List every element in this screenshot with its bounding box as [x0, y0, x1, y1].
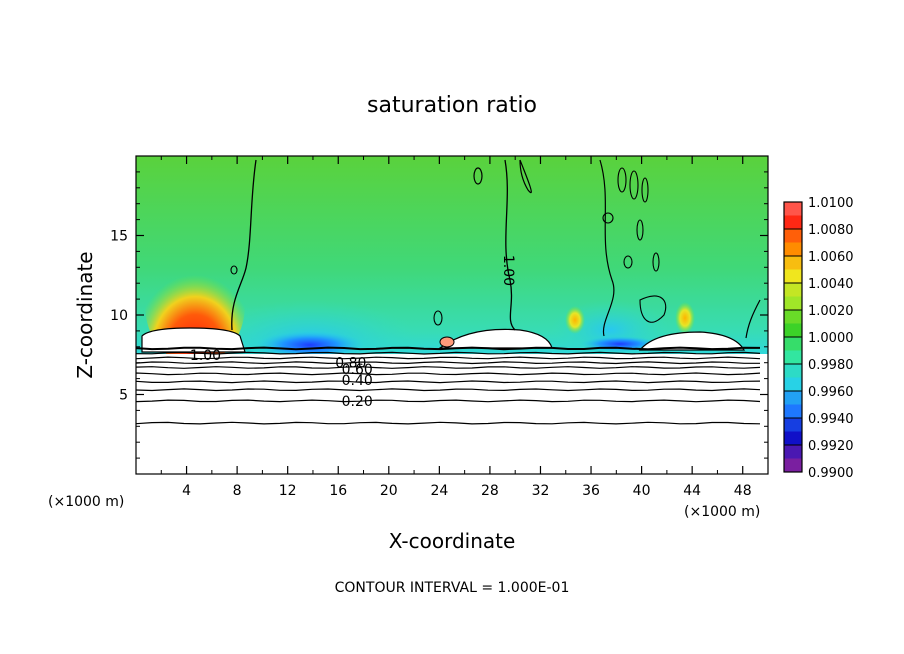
contour-line [136, 356, 761, 360]
colorbar-label: 0.9940 [808, 412, 854, 427]
contour-closed-1 [519, 159, 532, 194]
colorbar-label: 1.0020 [808, 304, 854, 319]
x-tick-label: 12 [279, 483, 297, 499]
x-tick-label: 28 [481, 483, 499, 499]
contour-labels: 1.00 0.800.600.40 0.20 1.00 [190, 255, 516, 410]
contour-line [136, 346, 761, 351]
x-tick-label: 4 [182, 483, 191, 499]
y-tick-label: 5 [119, 388, 128, 404]
y-axis-label: Z-coordinate [73, 251, 97, 378]
cloud-region-4 [439, 336, 455, 348]
contour-line [136, 366, 761, 369]
contour-line [136, 361, 760, 365]
contour-line [136, 380, 761, 384]
colorbar-blend [784, 445, 802, 459]
cloud-region-3 [638, 331, 746, 351]
colorbar-label: 0.9920 [808, 439, 854, 454]
contour-interval-note: CONTOUR INTERVAL = 1.000E-01 [335, 580, 570, 596]
colorbar-swatch [784, 391, 802, 418]
contour-closed-2 [473, 167, 483, 185]
x-tick-label: 20 [380, 483, 398, 499]
colorbar-blend [784, 337, 802, 351]
x-tick-label: 24 [430, 483, 448, 499]
contour-line [136, 388, 761, 392]
contour-label: 0.60 [342, 362, 373, 378]
x-tick-label: 48 [734, 483, 752, 499]
x-tick-label: 44 [683, 483, 701, 499]
colorbar-swatch [784, 202, 802, 229]
colorbar-blend [784, 364, 802, 378]
colorbar-swatch [784, 229, 802, 256]
contour-line [136, 351, 761, 355]
plot-area [136, 156, 768, 474]
colorbar-swatch [784, 418, 802, 445]
field-blue-region [255, 331, 365, 359]
contour-label: 0.40 [342, 373, 373, 389]
x-axis-label: X-coordinate [389, 529, 516, 553]
x-tick-label: 16 [329, 483, 347, 499]
colorbar-label: 1.0060 [808, 250, 854, 265]
cloud-region-1 [141, 327, 246, 353]
x-tick-label: 36 [582, 483, 600, 499]
colorbar-swatch [784, 364, 802, 391]
y-tick-label: 10 [110, 308, 128, 324]
colorbar-label: 1.0040 [808, 277, 854, 292]
contour-label: 1.00 [500, 255, 516, 286]
colorbar-label: 1.0080 [808, 223, 854, 238]
contour-line [136, 372, 761, 376]
colorbar-blend [784, 202, 802, 216]
contour-lines [136, 346, 761, 425]
y-tick-label: 15 [110, 229, 128, 245]
contour-line [136, 421, 761, 425]
cloud-region-2 [438, 328, 553, 349]
field-lower-region [136, 354, 768, 474]
colorbar-blend [784, 256, 802, 270]
colorbar-swatch [784, 337, 802, 364]
contour-line [136, 399, 761, 403]
contour-vertical-4 [745, 299, 761, 339]
colorbar-swatch [784, 310, 802, 337]
contour-vertical-1 [231, 159, 257, 331]
contour-label: 1.00 [190, 348, 221, 364]
x-tick-label: 8 [233, 483, 242, 499]
colorbar-blend [784, 391, 802, 405]
colorbar-swatch [784, 283, 802, 310]
colorbar-swatch [784, 256, 802, 283]
contour-vertical-2 [504, 159, 516, 331]
y-axis: 5 10 15 [110, 171, 768, 459]
colorbar-blend [784, 418, 802, 432]
colorbar: 0.9900 0.9920 0.9940 0.9960 0.9980 1.0000 1.00… [783, 196, 854, 481]
x-axis: 4 8 12 16 20 24 28 32 36 40 44 48 [160, 156, 752, 499]
contour-label: 0.80 [335, 356, 366, 372]
colorbar-blend [784, 283, 802, 297]
colorbar-label: 0.9980 [808, 358, 854, 373]
field-yellow-region-2 [565, 306, 585, 334]
colorbar-label: 1.0000 [808, 331, 854, 346]
x-unit-left: (×1000 m) [48, 494, 124, 510]
colorbar-swatch [784, 445, 802, 472]
colorbar-label: 0.9900 [808, 466, 854, 481]
colorbar-blend [784, 229, 802, 243]
contour-label: 0.20 [342, 394, 373, 410]
colorbar-label: 0.9960 [808, 385, 854, 400]
x-tick-label: 40 [633, 483, 651, 499]
colorbar-label: 1.0100 [808, 196, 854, 211]
field-yellow-region [675, 302, 695, 334]
x-tick-label: 32 [532, 483, 550, 499]
contour-vertical-3 [599, 159, 615, 337]
x-unit-right: (×1000 m) [684, 504, 760, 520]
chart-title: saturation ratio [367, 93, 537, 118]
colorbar-blend [784, 310, 802, 324]
